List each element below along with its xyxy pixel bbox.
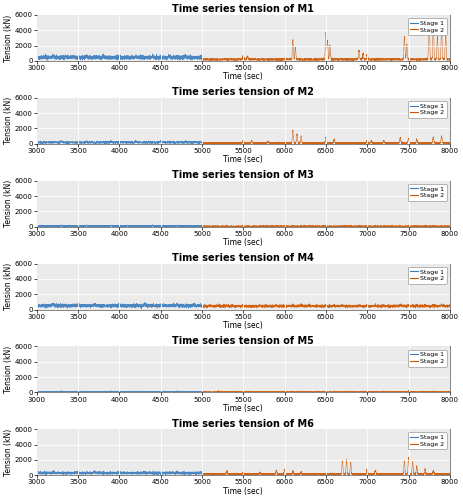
X-axis label: Time (sec): Time (sec): [224, 238, 263, 247]
Legend: Stage 1, Stage 2: Stage 1, Stage 2: [407, 266, 447, 283]
Title: Time series tension of M2: Time series tension of M2: [172, 87, 314, 97]
Title: Time series tension of M3: Time series tension of M3: [172, 170, 314, 180]
Y-axis label: Tension (kN): Tension (kN): [4, 14, 13, 62]
Y-axis label: Tension (kN): Tension (kN): [4, 346, 13, 393]
X-axis label: Time (sec): Time (sec): [224, 72, 263, 82]
Legend: Stage 1, Stage 2: Stage 1, Stage 2: [407, 18, 447, 35]
Y-axis label: Tension (kN): Tension (kN): [4, 428, 13, 476]
Y-axis label: Tension (kN): Tension (kN): [4, 263, 13, 310]
Legend: Stage 1, Stage 2: Stage 1, Stage 2: [407, 350, 447, 366]
Title: Time series tension of M5: Time series tension of M5: [172, 336, 314, 345]
Title: Time series tension of M6: Time series tension of M6: [172, 418, 314, 428]
X-axis label: Time (sec): Time (sec): [224, 156, 263, 164]
Legend: Stage 1, Stage 2: Stage 1, Stage 2: [407, 184, 447, 201]
Y-axis label: Tension (kN): Tension (kN): [4, 97, 13, 144]
Title: Time series tension of M4: Time series tension of M4: [172, 253, 314, 263]
X-axis label: Time (sec): Time (sec): [224, 487, 263, 496]
Title: Time series tension of M1: Time series tension of M1: [172, 4, 314, 14]
Legend: Stage 1, Stage 2: Stage 1, Stage 2: [407, 432, 447, 450]
X-axis label: Time (sec): Time (sec): [224, 321, 263, 330]
Y-axis label: Tension (kN): Tension (kN): [4, 180, 13, 228]
X-axis label: Time (sec): Time (sec): [224, 404, 263, 413]
Legend: Stage 1, Stage 2: Stage 1, Stage 2: [407, 101, 447, 118]
